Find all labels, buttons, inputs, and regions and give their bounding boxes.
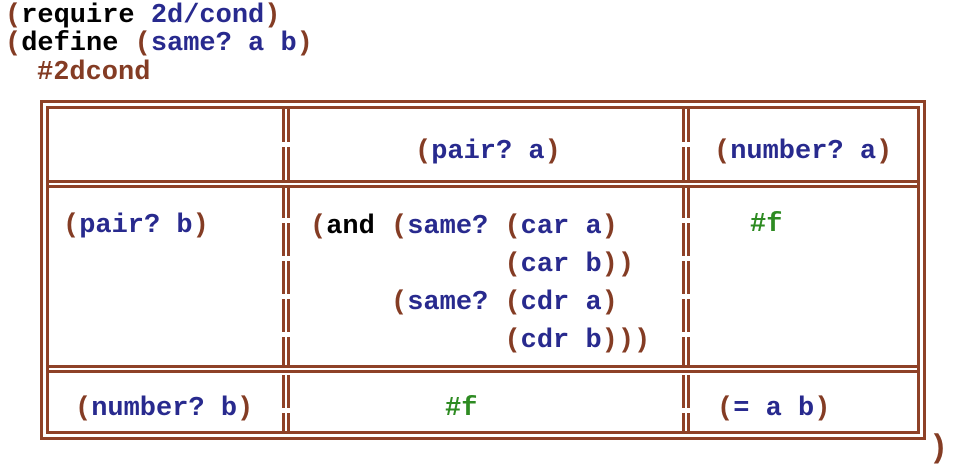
cell-label-number-b: (number? b) <box>75 394 254 424</box>
code-line-2dcond: #2dcond <box>37 58 151 88</box>
cell-header-pair-a: (pair? a) <box>415 137 561 167</box>
table-row-divider-1 <box>49 180 917 188</box>
code-line-require: (require 2d/cond) <box>5 1 281 31</box>
cell-false-number-pair: #f <box>445 394 478 424</box>
table-row-divider-2 <box>49 365 917 373</box>
cell-label-pair-b: (pair? b) <box>63 211 209 241</box>
table-column-divider-2 <box>682 109 690 431</box>
cell-header-number-a: (number? a) <box>714 137 893 167</box>
define-closing-paren: ) <box>929 430 949 467</box>
cell-and-same-expr: (and (same? (car a) (car b)) (same? (cdr… <box>310 212 651 356</box>
cell-false-pair-number: #f <box>750 210 783 240</box>
2dcond-table <box>40 100 926 440</box>
code-line-define: (define (same? a b) <box>5 29 313 59</box>
cell-eq-expr: (= a b) <box>717 394 831 424</box>
table-column-divider-1 <box>282 109 290 431</box>
